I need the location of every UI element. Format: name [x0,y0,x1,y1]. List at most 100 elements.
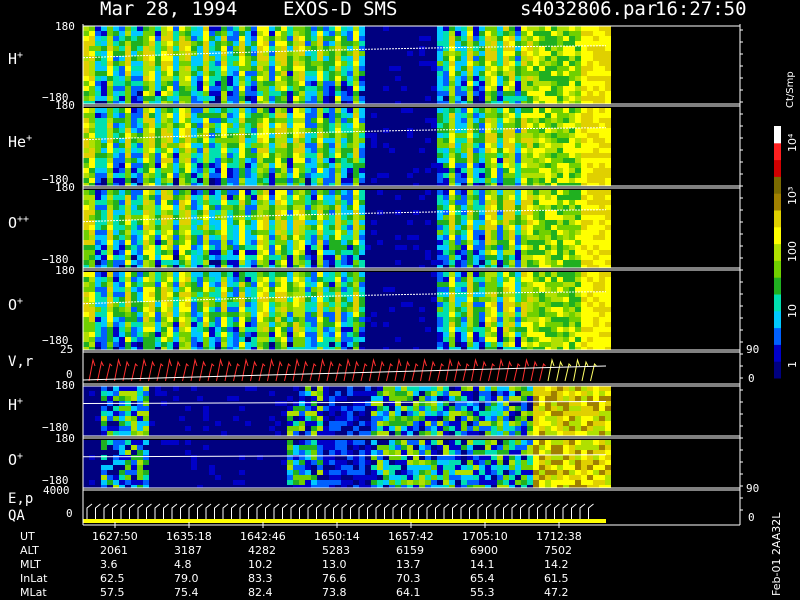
ep-trace [248,503,254,519]
y-tick-bottom: −180 [42,253,69,266]
vr-right-top: 90 [746,343,760,356]
vr-trace [131,363,138,382]
orbit-cell: 3187 [174,544,202,557]
y-tick-top: 180 [55,99,75,112]
ep-trace [265,503,271,519]
ep-right-bottom: 0 [748,511,755,524]
ep-right-top: 90 [746,482,760,495]
y-tick-top: 180 [55,432,75,445]
orbit-cell: 55.3 [470,586,495,599]
spectrogram-panel [83,26,611,104]
colorbar-swatch [774,243,781,261]
orbit-row-label: MLT [20,558,41,571]
colorbar [774,126,781,379]
spectrogram-panel [83,190,611,268]
vr-trace [445,358,453,382]
vr-trace [216,358,223,382]
pitch-trace [82,45,607,59]
panel-label-he-plus: He+ [8,133,33,151]
instrument-name: EXOS-D SMS [283,0,398,20]
orbit-cell: 6159 [396,544,424,557]
ep-trace [494,503,501,519]
orbit-cell: 1635:18 [166,530,212,543]
panel-label-qa: QA [8,508,25,524]
spectrogram-panel [83,440,611,488]
colorbar-label-1e4: 10⁴ [786,133,799,152]
ep-trace [316,503,322,519]
orbit-cell: 47.2 [544,586,569,599]
orbit-row-label: ALT [20,544,39,557]
colorbar-label-100: 100 [786,241,799,262]
orbit-cell: 5283 [322,544,350,557]
ep-panel [83,492,606,524]
ep-trace [571,503,577,519]
ep-trace [418,503,424,519]
colorbar-label-1e3: 10³ [786,186,799,205]
y-tick-top: 180 [55,379,75,392]
colorbar-label-10: 10 [786,304,799,318]
ep-trace [256,503,263,519]
vr-trace [301,360,308,382]
colorbar-swatch [774,344,781,362]
spectrogram-panel [83,386,611,436]
ep-trace [239,503,246,519]
ep-y-top: 4000 [43,484,70,497]
vr-trace [496,358,504,382]
colorbar-swatch [774,361,781,379]
vr-trace [88,358,96,382]
orbit-cell: 76.6 [322,572,347,585]
ep-trace [171,503,178,519]
orbit-row-label: InLat [20,572,48,585]
vr-trace [224,360,232,382]
ep-trace [103,503,110,519]
vr-trace [377,360,385,382]
vr-trace [360,363,368,382]
vr-right-bottom: 0 [748,372,755,385]
ep-trace [554,503,560,519]
ep-trace [588,503,594,519]
orbit-cell: 1712:38 [536,530,582,543]
ep-trace [146,503,152,519]
ep-trace [520,503,526,519]
orbit-cell: 65.4 [470,572,495,585]
ep-trace [579,503,586,519]
ep-trace [401,503,407,519]
ep-trace [350,503,356,519]
y-tick-bottom: −180 [42,474,69,487]
y-tick-bottom: −180 [42,421,69,434]
colorbar-swatch [774,159,781,177]
orbit-row-label: UT [20,530,35,543]
vr-trace [420,358,427,382]
vr-trace [284,363,291,382]
y-tick-top: 180 [55,181,75,194]
vr-trace [471,358,478,382]
ep-trace [503,503,509,519]
pitch-trace [82,127,607,141]
colorbar-swatch [774,126,781,144]
ep-trace [511,503,518,519]
ep-y-bottom: 0 [66,507,73,520]
vr-trace [564,363,572,382]
orbit-cell: 1650:14 [314,530,360,543]
panel-label-o-plus-2: O+ [8,451,24,469]
vr-trace [114,358,121,382]
ep-trace [112,503,118,519]
vr-trace [556,360,563,382]
orbit-cell: 10.2 [248,558,273,571]
vr-trend-line [82,365,607,381]
vr-trace [573,358,580,382]
orbit-cell: 73.8 [322,586,347,599]
vr-trace [233,363,240,382]
vr-trace [309,363,317,382]
ep-trace [222,503,229,519]
vr-trace [190,358,198,382]
vr-y-bottom: 0 [66,368,73,381]
ep-trace [537,503,543,519]
ep-trace [486,503,492,519]
colorbar-swatch [774,142,781,161]
colorbar-swatch [774,193,781,211]
vr-trace [173,360,181,382]
ep-trace [154,503,161,519]
